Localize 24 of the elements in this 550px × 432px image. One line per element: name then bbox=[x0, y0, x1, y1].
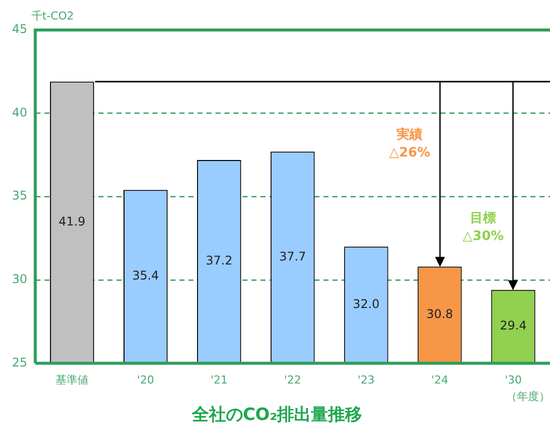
x-tick-label: 基準値 bbox=[56, 374, 89, 387]
data-label: 30.8 bbox=[426, 307, 454, 322]
x-tick-label: '20 bbox=[137, 374, 154, 387]
y-tick-label: 45 bbox=[12, 22, 28, 36]
data-label: 35.4 bbox=[132, 268, 159, 283]
y-tick-label: 35 bbox=[12, 188, 28, 203]
data-label: 37.2 bbox=[206, 254, 232, 268]
data-label: 29.4 bbox=[500, 318, 527, 333]
annotation: 目標 △30% bbox=[462, 210, 504, 244]
x-tick-label: '21 bbox=[210, 374, 228, 387]
x-axis-title: （年度） bbox=[506, 390, 550, 403]
x-tick-label: '30 bbox=[504, 374, 522, 387]
annotation: 実績 △26% bbox=[389, 126, 430, 161]
y-tick-label: 40 bbox=[12, 105, 28, 120]
data-label: 41.9 bbox=[58, 214, 86, 229]
x-tick-label: '23 bbox=[358, 374, 375, 387]
text: 全社のCO₂排出量推移 bbox=[190, 405, 362, 426]
x-tick-label: '22 bbox=[284, 374, 302, 387]
data-label: 32.0 bbox=[352, 297, 380, 312]
data-label: 37.7 bbox=[279, 250, 306, 264]
y-tick-label: 30 bbox=[12, 272, 28, 286]
y-axis-title: 千t-CO2 bbox=[31, 9, 74, 22]
y-tick-label: 25 bbox=[12, 355, 28, 370]
x-tick-label: '24 bbox=[431, 374, 448, 387]
